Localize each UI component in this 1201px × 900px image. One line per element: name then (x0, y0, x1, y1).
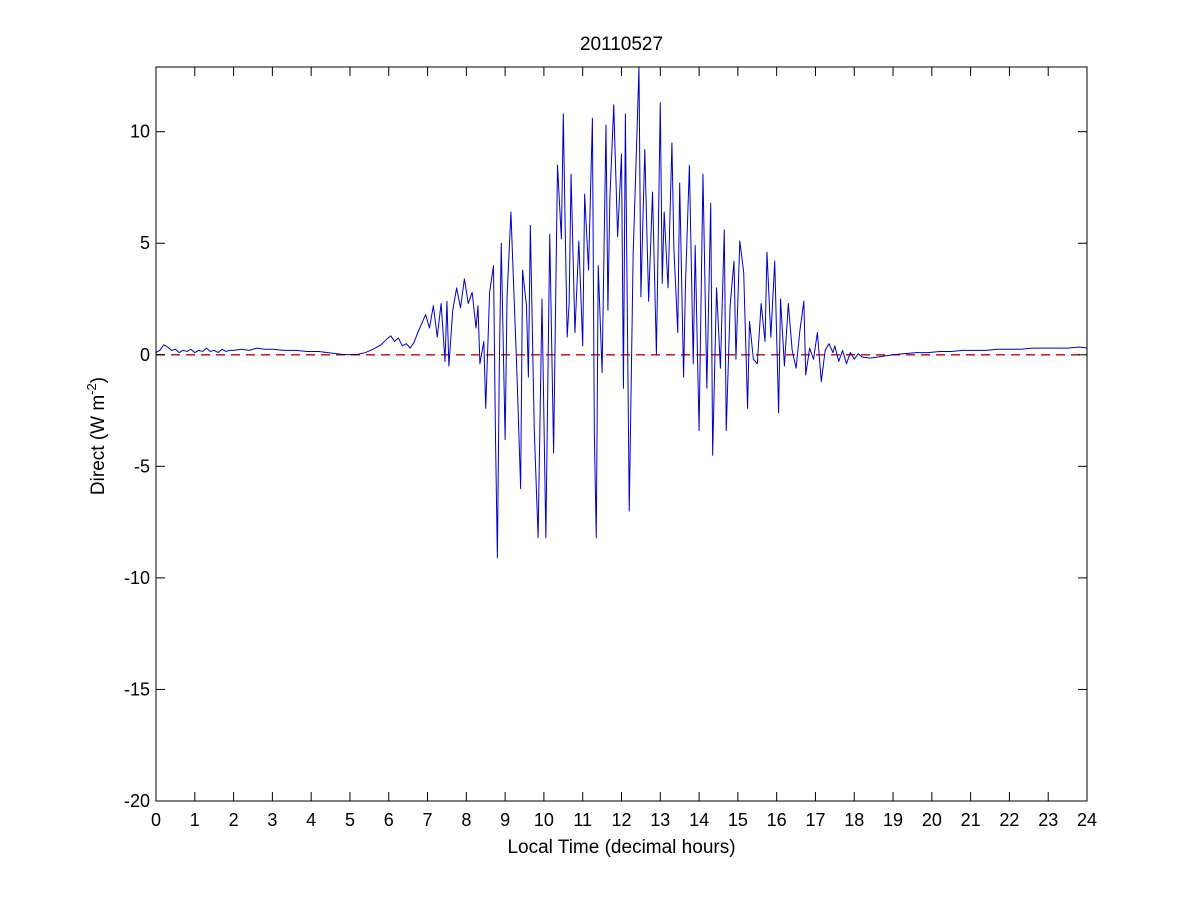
x-tick-label: 9 (500, 810, 510, 830)
x-tick-label: 19 (883, 810, 903, 830)
x-tick-label: 20 (922, 810, 942, 830)
x-tick-label: 0 (151, 810, 161, 830)
x-axis-label: Local Time (decimal hours) (507, 837, 735, 858)
x-tick-label: 12 (611, 810, 631, 830)
x-tick-label: 24 (1077, 810, 1097, 830)
x-tick-label: 1 (190, 810, 200, 830)
y-axis: -20 -15 -10 -5 0 5 10 (124, 122, 1087, 811)
y-tick-label: -10 (124, 568, 150, 588)
y-tick-label: 10 (130, 122, 150, 142)
x-axis: 0 1 2 3 4 5 6 7 8 9 10 11 12 13 14 15 16 17 18 19 20 21 22 23 24 (151, 67, 1097, 830)
x-tick-label: 8 (461, 810, 471, 830)
x-tick-label: 2 (229, 810, 239, 830)
x-tick-label: 11 (573, 810, 592, 830)
x-tick-label: 13 (650, 810, 670, 830)
y-tick-label: -5 (134, 456, 150, 476)
x-tick-label: 7 (423, 810, 433, 830)
y-tick-label: 0 (140, 345, 150, 365)
y-axis-label-suffix: ) (88, 377, 109, 383)
x-tick-label: 16 (767, 810, 787, 830)
x-tick-label: 17 (805, 810, 825, 830)
y-tick-label: 5 (140, 233, 150, 253)
y-axis-label-superscript: -2 (84, 383, 99, 395)
x-tick-label: 18 (844, 810, 864, 830)
x-tick-label: 22 (999, 810, 1019, 830)
x-tick-label: 23 (1038, 810, 1058, 830)
y-axis-label: Direct (W m-2) (84, 377, 109, 495)
x-tick-label: 5 (345, 810, 355, 830)
x-tick-label: 3 (267, 810, 277, 830)
x-tick-label: 6 (384, 810, 394, 830)
x-tick-label: 15 (728, 810, 748, 830)
x-tick-label: 14 (689, 810, 709, 830)
y-axis-label-main: Direct (W m (88, 395, 109, 495)
chart-title: 20110527 (580, 34, 663, 55)
x-tick-label: 10 (534, 810, 554, 830)
y-tick-label: -15 (124, 679, 150, 699)
series-layer (155, 66, 1088, 559)
y-tick-label: -20 (124, 791, 150, 811)
x-tick-label: 4 (306, 810, 316, 830)
series-line (155, 66, 1088, 559)
x-tick-label: 21 (961, 810, 981, 830)
